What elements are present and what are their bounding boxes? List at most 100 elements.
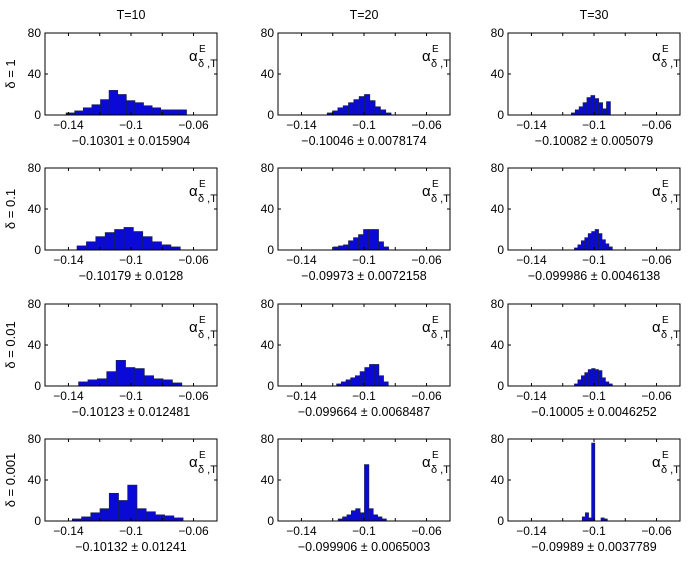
histogram-bar (74, 110, 84, 116)
y-tick-label: 0 (34, 379, 41, 393)
histogram-panel: −0.14 −0.1 −0.06 0 40 80 α Eδ ,T −0.10046 ± 0.00… (261, 26, 451, 148)
alpha-legend-superscript: E (662, 44, 669, 55)
x-tick-label: −0.06 (178, 524, 209, 538)
alpha-legend-superscript: E (432, 44, 439, 55)
panel-caption: −0.09973 ± 0.0072158 (301, 269, 426, 283)
row-label: δ = 0.01 (3, 321, 18, 368)
histogram-bar (584, 372, 589, 387)
histogram-bar (364, 94, 371, 116)
y-tick-label: 40 (28, 473, 42, 487)
histogram-bar (591, 442, 596, 522)
panel-caption: −0.10132 ± 0.01241 (75, 540, 187, 554)
histogram-bar (338, 245, 344, 251)
y-tick-label: 40 (491, 202, 505, 216)
x-tick-label: −0.14 (516, 253, 547, 267)
x-tick-label: −0.1 (352, 524, 376, 538)
y-tick-label: 80 (491, 26, 505, 40)
histogram-bar (605, 381, 610, 387)
histogram-bar (348, 102, 355, 116)
x-tick-label: −0.14 (516, 118, 547, 132)
histogram-bar (168, 109, 179, 116)
histogram-bar (373, 364, 380, 387)
histogram-bar (368, 229, 374, 251)
alpha-legend-symbol: α (422, 454, 431, 471)
alpha-legend-symbol: α (189, 183, 198, 200)
histogram-bar (346, 514, 352, 522)
histogram-bar (91, 104, 101, 116)
histogram-bar (378, 241, 384, 251)
histogram-panel: −0.14 −0.1 −0.06 0 40 80 α Eδ ,T −0.10301 ± 0.01… (28, 26, 218, 148)
alpha-legend-subscript: δ ,T (661, 58, 680, 70)
alpha-legend-superscript: E (199, 315, 206, 326)
histogram-bar (134, 368, 145, 387)
y-tick-label: 40 (28, 338, 42, 352)
histogram-bar (118, 500, 129, 522)
y-tick-label: 0 (34, 243, 41, 257)
y-tick-label: 0 (34, 514, 41, 528)
alpha-legend-symbol: α (652, 48, 661, 65)
y-tick-label: 40 (261, 67, 275, 81)
x-tick-label: −0.1 (582, 389, 606, 403)
x-tick-label: −0.1 (582, 524, 606, 538)
x-tick-label: −0.06 (411, 389, 442, 403)
y-tick-label: 40 (491, 473, 505, 487)
histogram-bar (372, 514, 378, 522)
x-tick-label: −0.1 (119, 253, 143, 267)
alpha-legend-superscript: E (199, 179, 206, 190)
histogram-bar (374, 106, 381, 116)
histogram-panel: −0.14 −0.1 −0.06 0 40 80 α Eδ ,T −0.099986 ± 0.0… (491, 161, 681, 283)
histogram-bar (380, 109, 387, 116)
y-tick-label: 80 (261, 161, 275, 175)
histogram-bar (155, 514, 165, 522)
y-tick-label: 0 (497, 243, 504, 257)
column-title: T=20 (350, 8, 379, 22)
y-tick-label: 0 (497, 514, 504, 528)
x-tick-label: −0.1 (352, 118, 376, 132)
histogram-bar (95, 236, 106, 251)
x-tick-label: −0.14 (286, 118, 317, 132)
row-label: δ = 1 (3, 59, 18, 88)
histogram-panel: −0.14 −0.1 −0.06 0 40 80 α Eδ ,T −0.09973 ± 0.00… (261, 161, 451, 283)
histogram-bar (123, 227, 134, 251)
y-tick-label: 0 (267, 379, 274, 393)
histogram-bar (353, 237, 359, 251)
column-title: T=30 (580, 8, 609, 22)
x-tick-label: −0.1 (119, 524, 143, 538)
alpha-legend-subscript: δ ,T (198, 58, 217, 70)
histogram-bar (383, 381, 389, 387)
histogram-bar (350, 510, 357, 522)
column-title: T=10 (117, 8, 146, 22)
histogram-panel: −0.14 −0.1 −0.06 0 40 80 α Eδ ,T −0.09989 ± 0.00… (491, 432, 681, 554)
alpha-legend-subscript: δ ,T (431, 193, 450, 205)
x-tick-label: −0.14 (516, 389, 547, 403)
y-tick-label: 80 (28, 26, 42, 40)
alpha-legend-superscript: E (662, 450, 669, 461)
histogram-bar (353, 99, 360, 116)
panel-caption: −0.09989 ± 0.0037789 (531, 540, 656, 554)
histogram-bar (81, 516, 92, 522)
histogram-bar (606, 101, 611, 116)
histogram-bar (581, 516, 586, 522)
histogram-bar (586, 97, 592, 116)
y-tick-label: 0 (267, 514, 274, 528)
histogram-bar (127, 484, 138, 522)
histogram-bar (574, 109, 580, 116)
histogram-bar (355, 375, 361, 387)
x-tick-label: −0.1 (352, 253, 376, 267)
histogram-bar (601, 239, 606, 251)
alpha-legend-superscript: E (662, 179, 669, 190)
panel-caption: −0.10123 ± 0.012481 (72, 405, 190, 419)
histogram-bar (587, 233, 593, 251)
histogram-bar (578, 106, 584, 116)
x-tick-label: −0.06 (178, 253, 209, 267)
x-tick-label: −0.14 (53, 253, 84, 267)
alpha-legend-subscript: δ ,T (431, 58, 450, 70)
histogram-bar (585, 512, 589, 522)
x-tick-label: −0.14 (53, 524, 84, 538)
panel-caption: −0.10046 ± 0.0078174 (301, 134, 426, 148)
x-tick-label: −0.1 (119, 118, 143, 132)
histogram-bar (594, 369, 599, 387)
x-tick-label: −0.14 (286, 389, 317, 403)
alpha-legend-subscript: δ ,T (431, 464, 450, 476)
alpha-legend-superscript: E (199, 44, 206, 55)
